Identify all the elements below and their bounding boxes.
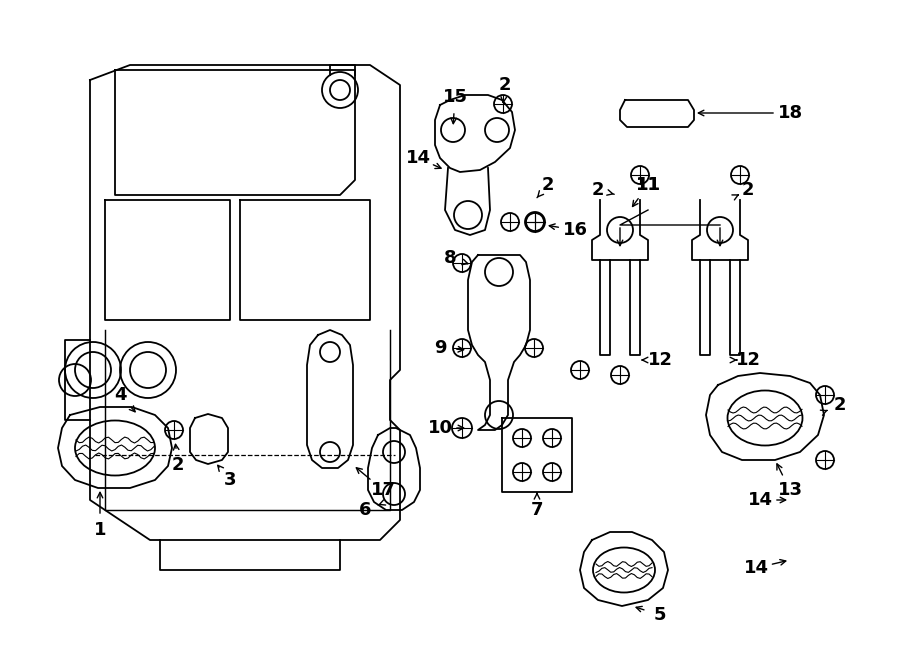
Text: 15: 15 [443, 88, 467, 106]
Text: 2: 2 [833, 396, 846, 414]
Text: 14: 14 [748, 491, 772, 509]
Text: 2: 2 [499, 76, 511, 94]
Text: 1: 1 [94, 521, 106, 539]
Text: 2: 2 [742, 181, 754, 199]
Text: 7: 7 [531, 501, 544, 519]
Text: 6: 6 [359, 501, 371, 519]
Text: 18: 18 [778, 104, 803, 122]
Text: 5: 5 [653, 606, 666, 624]
Text: 2: 2 [172, 456, 184, 474]
Text: 16: 16 [562, 221, 588, 239]
Text: 13: 13 [778, 481, 803, 499]
Text: 11: 11 [635, 176, 661, 194]
Text: 14: 14 [406, 149, 430, 167]
Text: 12: 12 [735, 351, 760, 369]
Text: 2: 2 [542, 176, 554, 194]
Text: 17: 17 [371, 481, 395, 499]
Text: 12: 12 [647, 351, 672, 369]
Text: 3: 3 [224, 471, 236, 489]
Text: 2: 2 [592, 181, 604, 199]
Text: 11: 11 [635, 176, 661, 194]
Text: 4: 4 [113, 386, 126, 404]
Text: 10: 10 [428, 419, 453, 437]
Text: 14: 14 [743, 559, 769, 577]
Text: 8: 8 [444, 249, 456, 267]
Text: 9: 9 [434, 339, 446, 357]
